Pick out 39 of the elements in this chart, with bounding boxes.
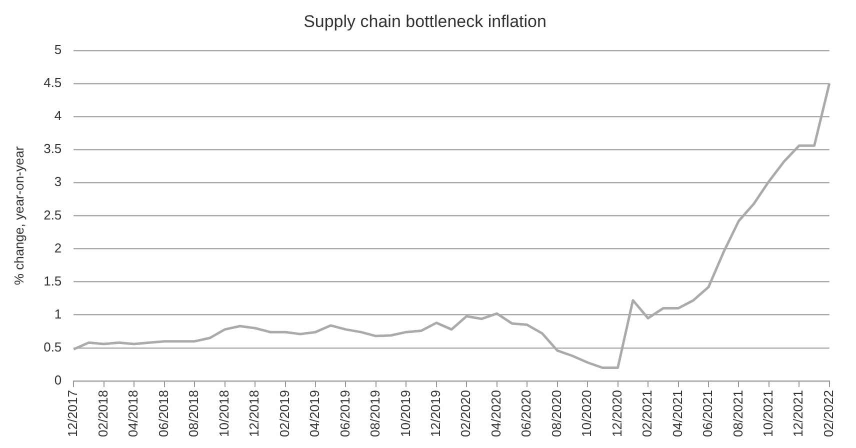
x-tick-label: 04/2018 xyxy=(126,390,141,438)
y-axis-title: % change, year-on-year xyxy=(11,146,26,286)
x-tick-label: 10/2020 xyxy=(579,390,594,438)
x-tick-label: 08/2020 xyxy=(548,390,564,438)
y-tick-label: 2 xyxy=(54,240,62,256)
x-tick-label: 12/2018 xyxy=(246,390,262,438)
y-tick-label: 1.5 xyxy=(44,273,62,288)
x-tick-label: 10/2021 xyxy=(760,390,776,438)
x-tick-label: 06/2018 xyxy=(156,390,171,438)
x-tick-label: 08/2018 xyxy=(186,390,202,438)
x-tick-label: 10/2019 xyxy=(398,390,413,438)
x-tick-label: 08/2021 xyxy=(730,390,746,438)
x-tick-label: 06/2020 xyxy=(518,390,534,438)
x-tick-label: 04/2021 xyxy=(670,390,685,438)
y-tick-label: 3 xyxy=(54,174,62,190)
x-tick-label: 02/2021 xyxy=(640,390,655,438)
x-tick-label: 06/2021 xyxy=(700,390,716,438)
x-tick-label: 12/2019 xyxy=(428,390,443,438)
x-tick-label: 12/2017 xyxy=(65,390,80,438)
x-tick-label: 12/2020 xyxy=(609,390,624,438)
x-tick-label: 04/2019 xyxy=(307,390,322,438)
y-tick-label: 0 xyxy=(54,372,62,388)
x-tick-label: 02/2018 xyxy=(95,390,110,438)
y-tick-label: 4.5 xyxy=(44,75,62,90)
chart-title: Supply chain bottleneck inflation xyxy=(304,12,546,31)
x-tick-label: 04/2020 xyxy=(488,390,504,438)
x-tick-label: 10/2018 xyxy=(216,390,232,438)
x-tick-label: 02/2020 xyxy=(458,390,474,438)
x-tick-label: 06/2019 xyxy=(337,390,352,438)
x-tick-label: 12/2021 xyxy=(790,390,806,438)
y-tick-label: 4 xyxy=(54,108,62,124)
y-tick-label: 2.5 xyxy=(44,207,62,222)
y-tick-label: 0.5 xyxy=(44,340,62,355)
y-tick-label: 3.5 xyxy=(44,141,62,156)
x-tick-label: 02/2019 xyxy=(276,390,292,438)
y-tick-label: 5 xyxy=(54,42,62,57)
x-tick-label: 02/2022 xyxy=(820,390,836,438)
x-tick-label: 08/2019 xyxy=(368,390,383,438)
y-tick-label: 1 xyxy=(54,306,62,322)
